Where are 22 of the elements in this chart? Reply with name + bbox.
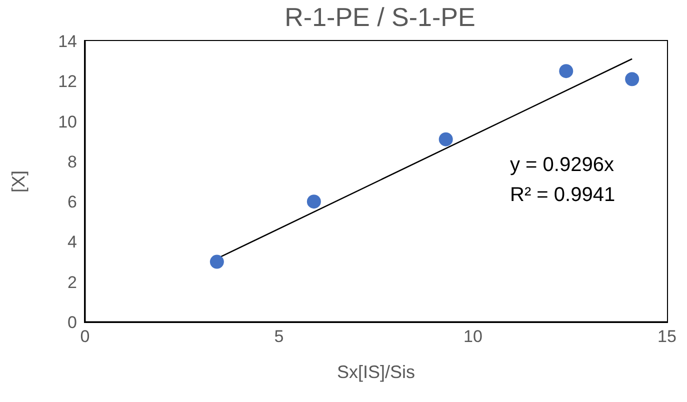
annotation: y = 0.9296x: [510, 153, 615, 178]
y-tick-label: 4: [68, 232, 77, 252]
point: [559, 64, 574, 78]
x-tick-label: 10: [464, 327, 482, 346]
y-tick-label: 2: [68, 272, 77, 292]
x-tick-label: 15: [658, 327, 676, 346]
y-tick-label: 0: [68, 313, 77, 332]
y-tick-label: 12: [58, 72, 77, 92]
x-axis-title: Sx[IS]/Sis: [336, 362, 416, 382]
point: [306, 194, 321, 209]
y-tick-label: 6: [68, 192, 77, 212]
y-tick-label: 8: [68, 152, 77, 172]
y-tick-label: 10: [58, 112, 77, 132]
y-axis-title: [X]: [8, 170, 28, 193]
x-tick-label: 5: [274, 327, 284, 346]
point: [625, 72, 640, 86]
point: [210, 254, 224, 269]
y-tick-label: 14: [58, 32, 77, 52]
annotation: R² = 0.9941: [510, 183, 616, 208]
chart-title: R-1-PE / S-1-PE: [284, 2, 476, 33]
point: [438, 132, 453, 146]
x-tick-label: 0: [80, 327, 90, 346]
